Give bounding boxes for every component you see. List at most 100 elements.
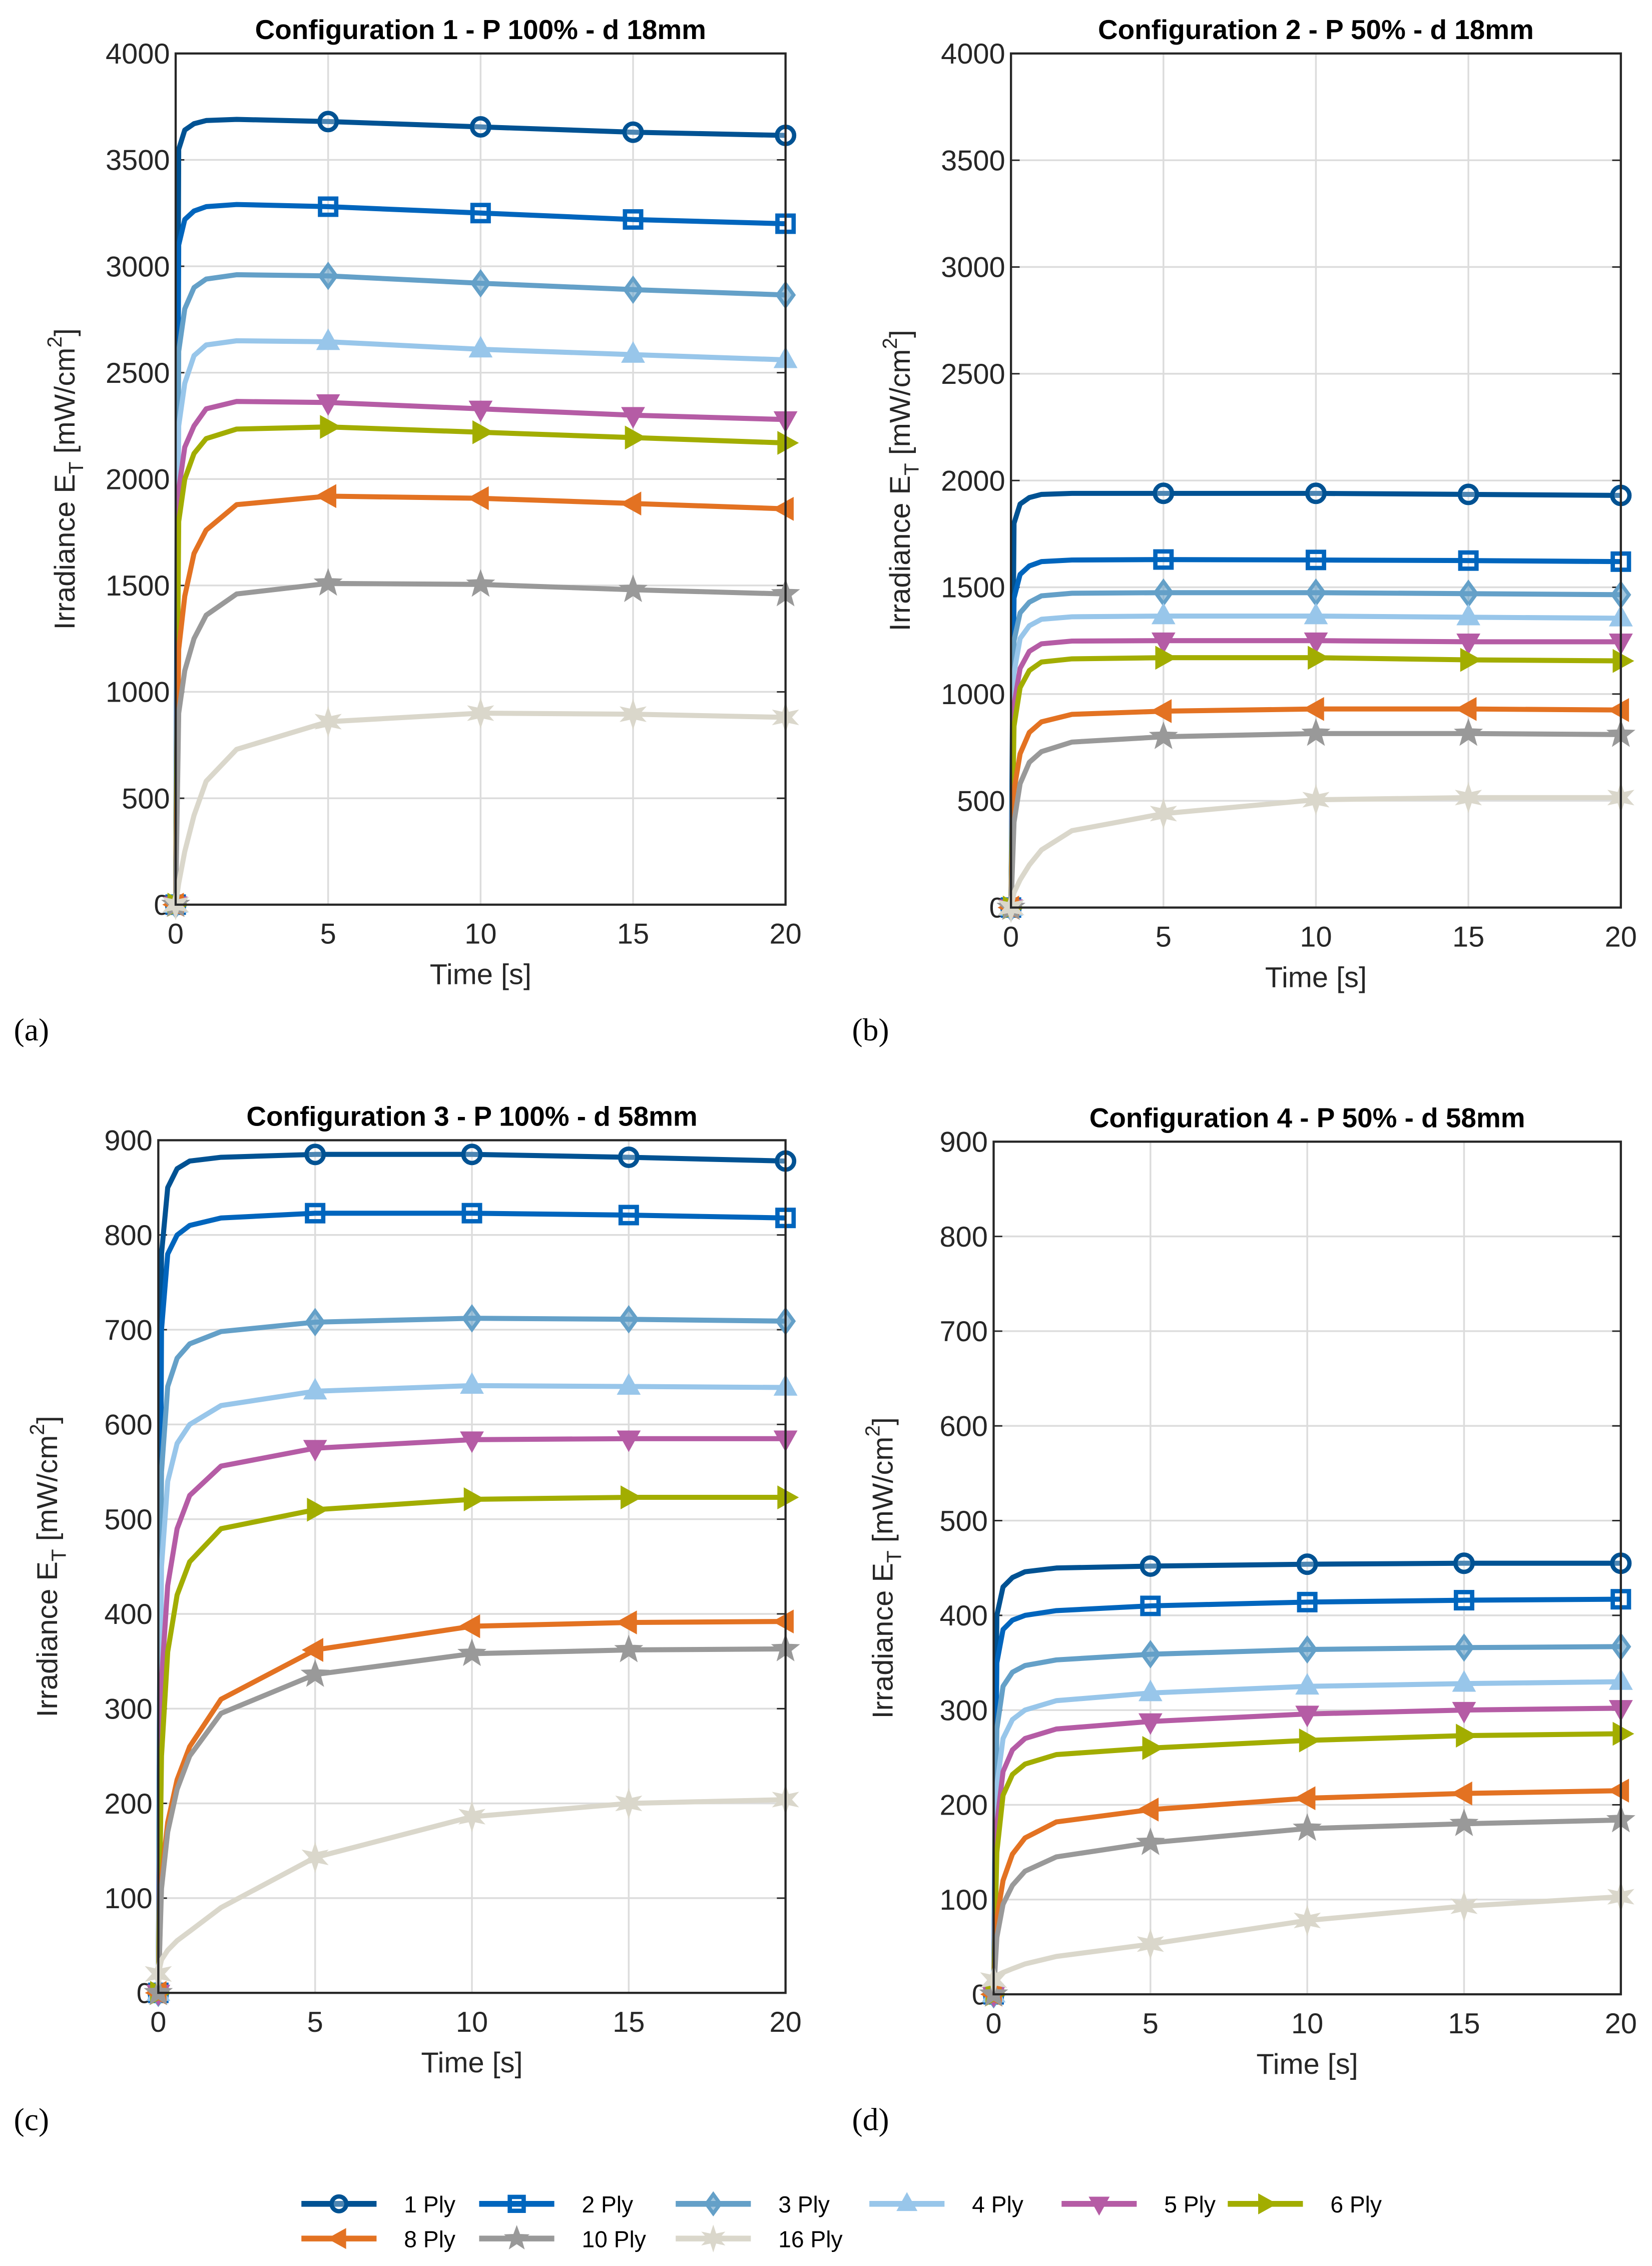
y-label-unit: [mW/cm <box>884 349 916 463</box>
data-point-3-ply <box>1453 1633 1475 1662</box>
x-tick-label: 10 <box>456 2006 488 2038</box>
series-line-16-ply <box>1008 795 1621 908</box>
data-point-2-ply <box>623 209 644 230</box>
y-tick-label: 700 <box>104 1314 152 1346</box>
legend-marker-icon <box>507 2194 526 2213</box>
data-point-6-ply <box>472 420 494 444</box>
legend-label: 2 Ply <box>582 2191 633 2217</box>
legend-label: 8 Ply <box>404 2226 455 2252</box>
data-point-4-ply <box>460 1372 484 1394</box>
legend-item: 6 Ply <box>1228 2191 1382 2217</box>
series-line-8-ply <box>991 1788 1621 1995</box>
x-tick-label: 5 <box>307 2006 323 2038</box>
series-line-2-ply <box>991 1596 1621 1995</box>
data-point-16-ply <box>1455 782 1482 814</box>
data-point-4-ply <box>1295 1673 1320 1695</box>
y-tick-label: 2000 <box>941 465 1005 497</box>
chart-panel-2: 0 5 10 15 2005001000150020002500300035004000… <box>852 14 1636 1047</box>
legend-marker-icon <box>1258 2193 1277 2214</box>
data-point-2-ply <box>1305 549 1326 571</box>
data-point-6-ply <box>625 425 647 450</box>
series-line-5-ply <box>173 399 786 905</box>
y-label-subscript: T <box>48 1549 71 1561</box>
series-line-8-ply <box>173 493 786 905</box>
x-tick-label: 0 <box>1003 921 1019 953</box>
data-point-10-ply <box>466 569 495 597</box>
data-point-8-ply <box>772 1609 794 1634</box>
data-point-5-ply <box>1452 1702 1476 1724</box>
y-tick-label: 800 <box>104 1220 152 1252</box>
data-point-8-ply <box>620 491 642 516</box>
panel-label: (b) <box>852 1012 889 1047</box>
data-point-2-ply <box>318 196 339 217</box>
y-label-text: Irradiance E <box>49 474 81 630</box>
y-label-unit: [mW/cm <box>867 1437 899 1551</box>
y-label-text: Irradiance E <box>867 1563 899 1719</box>
y-label-subscript: T <box>883 1550 906 1563</box>
data-point-6-ply <box>463 1487 485 1511</box>
x-axis-label: Time [s] <box>421 2047 522 2079</box>
data-point-10-ply <box>1149 721 1178 749</box>
data-point-6-ply <box>307 1497 329 1522</box>
data-point-2-ply <box>1140 1595 1161 1616</box>
x-tick-label: 5 <box>1143 2008 1159 2040</box>
panel-label: (a) <box>14 1012 50 1047</box>
x-tick-label: 10 <box>1291 2008 1323 2040</box>
chart-title: Configuration 2 - P 50% - d 18mm <box>1098 14 1534 45</box>
axes-box <box>174 52 787 906</box>
legend-item: 4 Ply <box>869 2191 1023 2217</box>
y-tick-label: 300 <box>940 1694 988 1727</box>
y-label-superscript: 2 <box>43 336 66 347</box>
data-point-5-ply <box>303 1440 327 1462</box>
x-tick-label: 20 <box>770 918 802 950</box>
data-point-8-ply <box>615 1610 637 1634</box>
y-tick-label: 4000 <box>106 38 170 70</box>
x-tick-label: 10 <box>464 918 496 950</box>
chart-panel-3: 0 5 10 15 200100200300400500600700800900Conf… <box>14 1101 802 2137</box>
data-point-5-ply <box>460 1431 484 1453</box>
data-point-8-ply <box>1150 699 1172 723</box>
y-tick-label: 500 <box>122 783 170 815</box>
data-point-10-ply <box>614 1634 644 1662</box>
data-point-1-ply <box>618 1147 640 1169</box>
data-point-3-ply <box>318 261 339 290</box>
x-tick-label: 20 <box>1605 921 1637 953</box>
legend-label: 3 Ply <box>778 2191 830 2217</box>
data-point-6-ply <box>1308 646 1330 670</box>
x-tick-label: 15 <box>1448 2008 1480 2040</box>
legend-marker-icon <box>704 2191 723 2217</box>
chart-title: Configuration 1 - P 100% - d 18mm <box>255 14 706 45</box>
series-line-5-ply <box>991 1706 1621 1995</box>
data-point-6-ply <box>1142 1736 1164 1760</box>
data-point-3-ply <box>461 1304 482 1333</box>
data-point-6-ply <box>1612 1722 1634 1746</box>
data-point-3-ply <box>623 275 644 304</box>
y-tick-label: 900 <box>940 1126 988 1159</box>
data-point-2-ply <box>1153 549 1174 570</box>
data-point-4-ply <box>468 336 493 358</box>
y-tick-label: 3500 <box>106 145 170 177</box>
y-tick-label: 500 <box>957 785 1005 817</box>
data-point-10-ply <box>313 568 343 596</box>
series-line-3-ply <box>173 272 786 905</box>
y-label-bracket: ] <box>884 330 916 338</box>
legend-item: 8 Ply <box>301 2226 455 2252</box>
data-point-4-ply <box>1151 603 1176 625</box>
legend-item: 10 Ply <box>479 2225 646 2252</box>
y-tick-label: 100 <box>940 1884 988 1916</box>
data-point-3-ply <box>305 1308 326 1337</box>
data-point-5-ply <box>1304 632 1328 654</box>
x-tick-label: 0 <box>150 2006 166 2038</box>
x-tick-label: 20 <box>1605 2008 1637 2040</box>
x-tick-label: 10 <box>1300 921 1332 953</box>
y-axis-label: Irradiance ET [mW/cm2] <box>861 1417 905 1719</box>
series-line-2-ply <box>156 1211 786 1993</box>
x-tick-label: 0 <box>985 2008 1001 2040</box>
series-line-5-ply <box>156 1436 786 1993</box>
legend-marker-icon <box>1088 2196 1110 2216</box>
y-tick-label: 900 <box>104 1125 152 1157</box>
chart-title: Configuration 3 - P 100% - d 58mm <box>246 1101 697 1132</box>
y-tick-label: 500 <box>940 1505 988 1537</box>
data-point-1-ply <box>1305 482 1327 504</box>
